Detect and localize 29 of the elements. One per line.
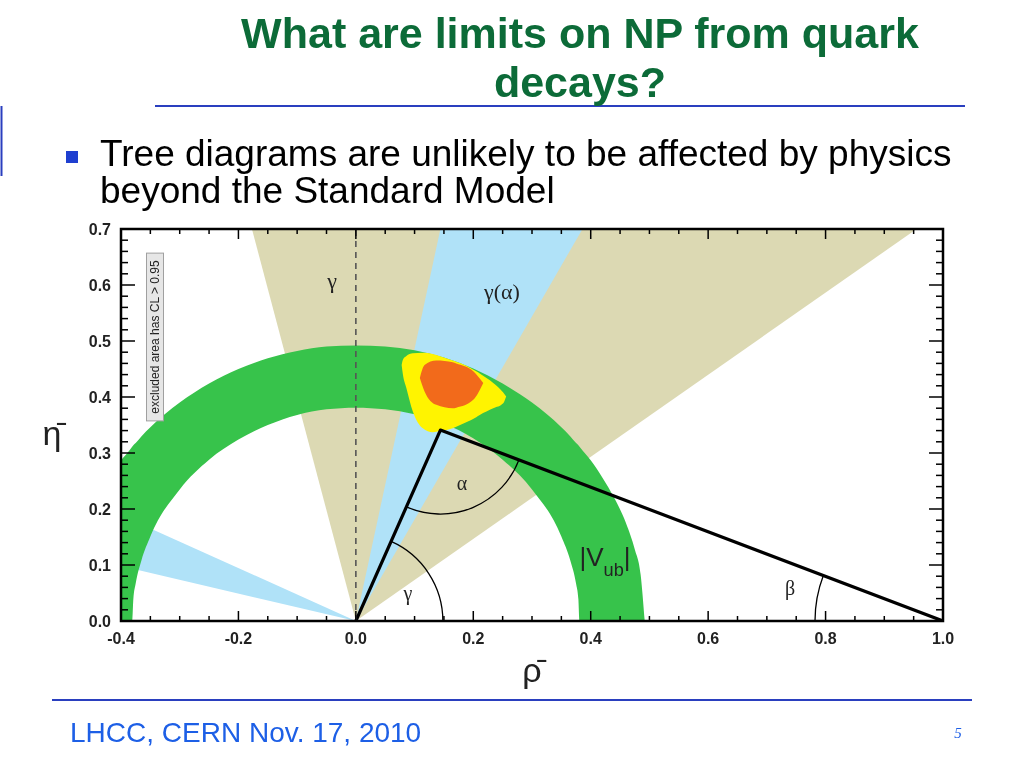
text: LHCC, CERN Nov. 17, 2010 [70,717,422,748]
x-tick-label: 0.6 [697,630,720,647]
annotation: excluded area has CL > 0.95 [148,260,162,414]
x-tick-label: 0.2 [462,630,485,647]
y-tick-label: 0.1 [88,556,112,574]
x-tick-label: 1.0 [931,630,955,647]
x-tick-label: 0.0 [344,630,368,647]
y-tick-label: 0.3 [88,444,112,462]
annotation: γ(α) [483,279,520,304]
annotation: |V$_{ub}$| [579,542,631,580]
y-tick-label: 0.5 [88,332,112,350]
annotation: γ [326,268,338,293]
x-tick-label: -0.2 [224,630,253,647]
y-tick-label: 0.6 [88,276,112,294]
annotation: β [784,577,796,600]
x-tick-label: -0.4 [107,630,135,647]
y-tick-label: 0.7 [88,220,112,238]
annotation: α [456,472,468,494]
y-axis-title: η̄ [42,414,67,452]
text: 5 [954,725,963,741]
y-tick-label: 0.0 [88,612,112,630]
x-tick-label: 0.4 [579,630,602,647]
y-tick-label: 0.4 [88,388,112,406]
annotation: γ [402,582,413,605]
y-tick-label: 0.2 [88,500,112,518]
x-tick-label: 0.8 [814,630,837,647]
chart-subtitle: Tree diagrams are unlikely to be affected by physics beyond the Standard Model [100,133,952,211]
chart-title: What are limits on NP from quark decays? [241,9,919,106]
x-axis-title: ρ̄ [522,651,547,689]
